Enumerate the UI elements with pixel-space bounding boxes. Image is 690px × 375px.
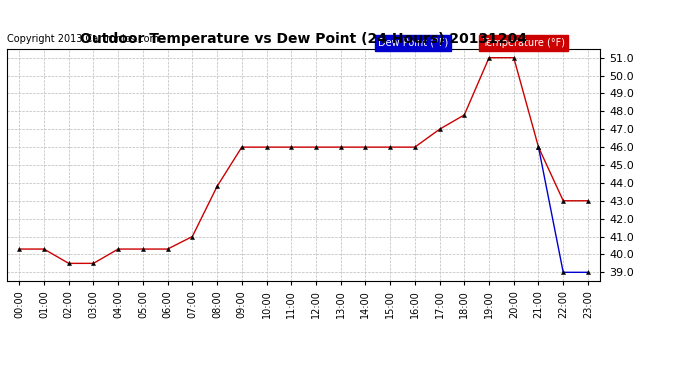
- Title: Outdoor Temperature vs Dew Point (24 Hours) 20131204: Outdoor Temperature vs Dew Point (24 Hou…: [80, 32, 527, 46]
- Text: Dew Point (°F): Dew Point (°F): [378, 38, 448, 48]
- Text: Copyright 2013 Cartronics.com: Copyright 2013 Cartronics.com: [7, 34, 159, 44]
- Text: Temperature (°F): Temperature (°F): [482, 38, 564, 48]
